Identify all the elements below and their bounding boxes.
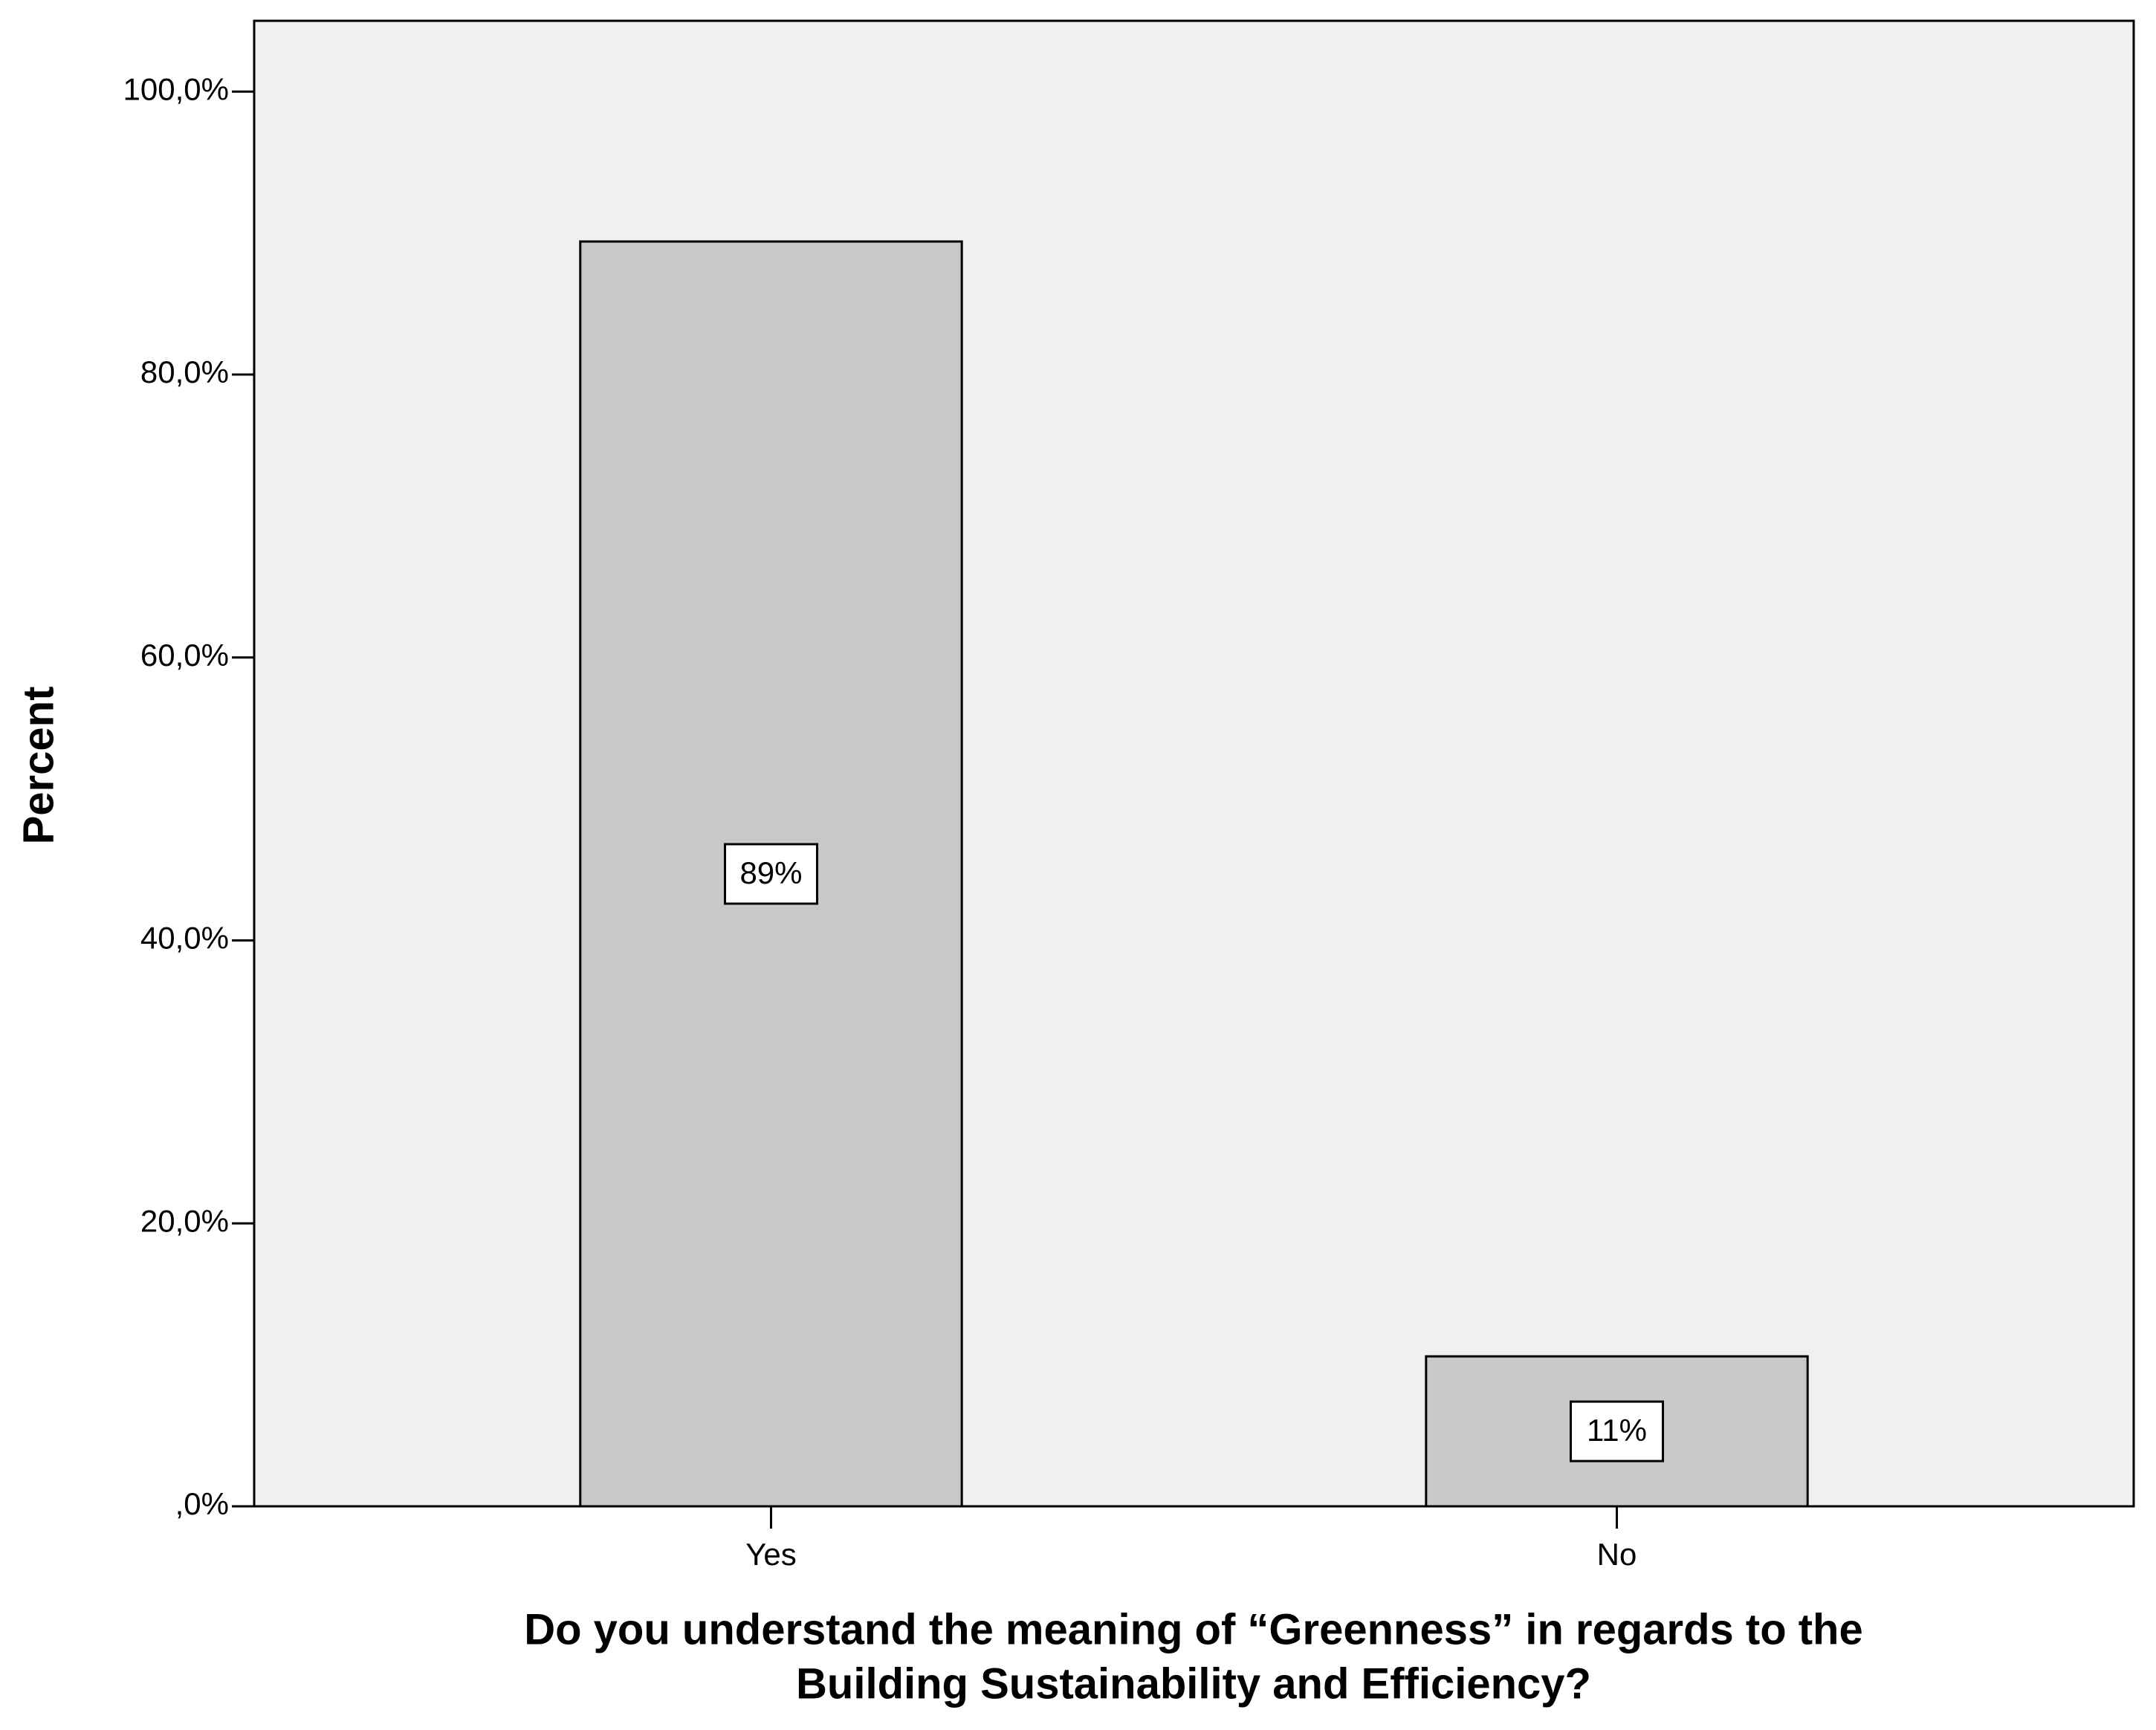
x-axis-title: Do you understand the meaning of “Greenn… (524, 1605, 1862, 1653)
y-tick-label: 20,0% (140, 1203, 229, 1238)
value-label-box (1570, 1400, 1665, 1462)
plot-area (253, 19, 2135, 1508)
y-tick-label: 80,0% (140, 354, 229, 389)
y-tick-label: 40,0% (140, 921, 229, 956)
x-axis-title: Building Sustainability and Efficiency? (796, 1659, 1591, 1708)
value-label: 89% (739, 855, 802, 890)
y-tick-label: 60,0% (140, 638, 229, 673)
value-label: 11% (1587, 1413, 1647, 1448)
x-tick-label: No (1597, 1537, 1637, 1572)
y-tick-label: 100,0% (123, 71, 229, 106)
y-tick-label: ,0% (175, 1486, 229, 1521)
x-tick-label: Yes (745, 1537, 797, 1572)
y-axis-title: Percent (14, 687, 62, 845)
value-label-box (723, 843, 818, 905)
